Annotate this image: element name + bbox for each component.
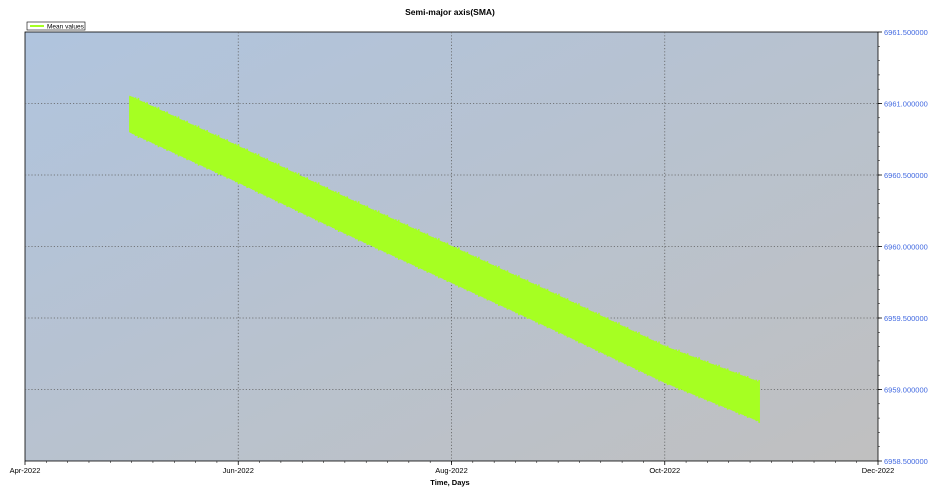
y-tick-label: 6960.500000 xyxy=(884,171,928,180)
x-tick-label: Apr-2022 xyxy=(10,466,41,475)
chart-title: Semi-major axis(SMA) xyxy=(405,7,495,17)
y-tick-label: 6961.500000 xyxy=(884,28,928,37)
x-axis-label: Time, Days xyxy=(430,478,469,487)
y-tick-label: 6959.000000 xyxy=(884,386,928,395)
legend-label: Mean values xyxy=(47,24,85,31)
x-tick-label: Oct-2022 xyxy=(649,466,680,475)
x-tick-label: Jun-2022 xyxy=(223,466,254,475)
x-tick-label: Dec-2022 xyxy=(862,466,895,475)
y-tick-label: 6959.500000 xyxy=(884,314,928,323)
y-tick-label: 6958.500000 xyxy=(884,457,928,466)
legend-box xyxy=(26,21,86,31)
y-tick-label: 6961.000000 xyxy=(884,100,928,109)
x-tick-label: Aug-2022 xyxy=(435,466,468,475)
y-tick-label: 6960.000000 xyxy=(884,243,928,252)
